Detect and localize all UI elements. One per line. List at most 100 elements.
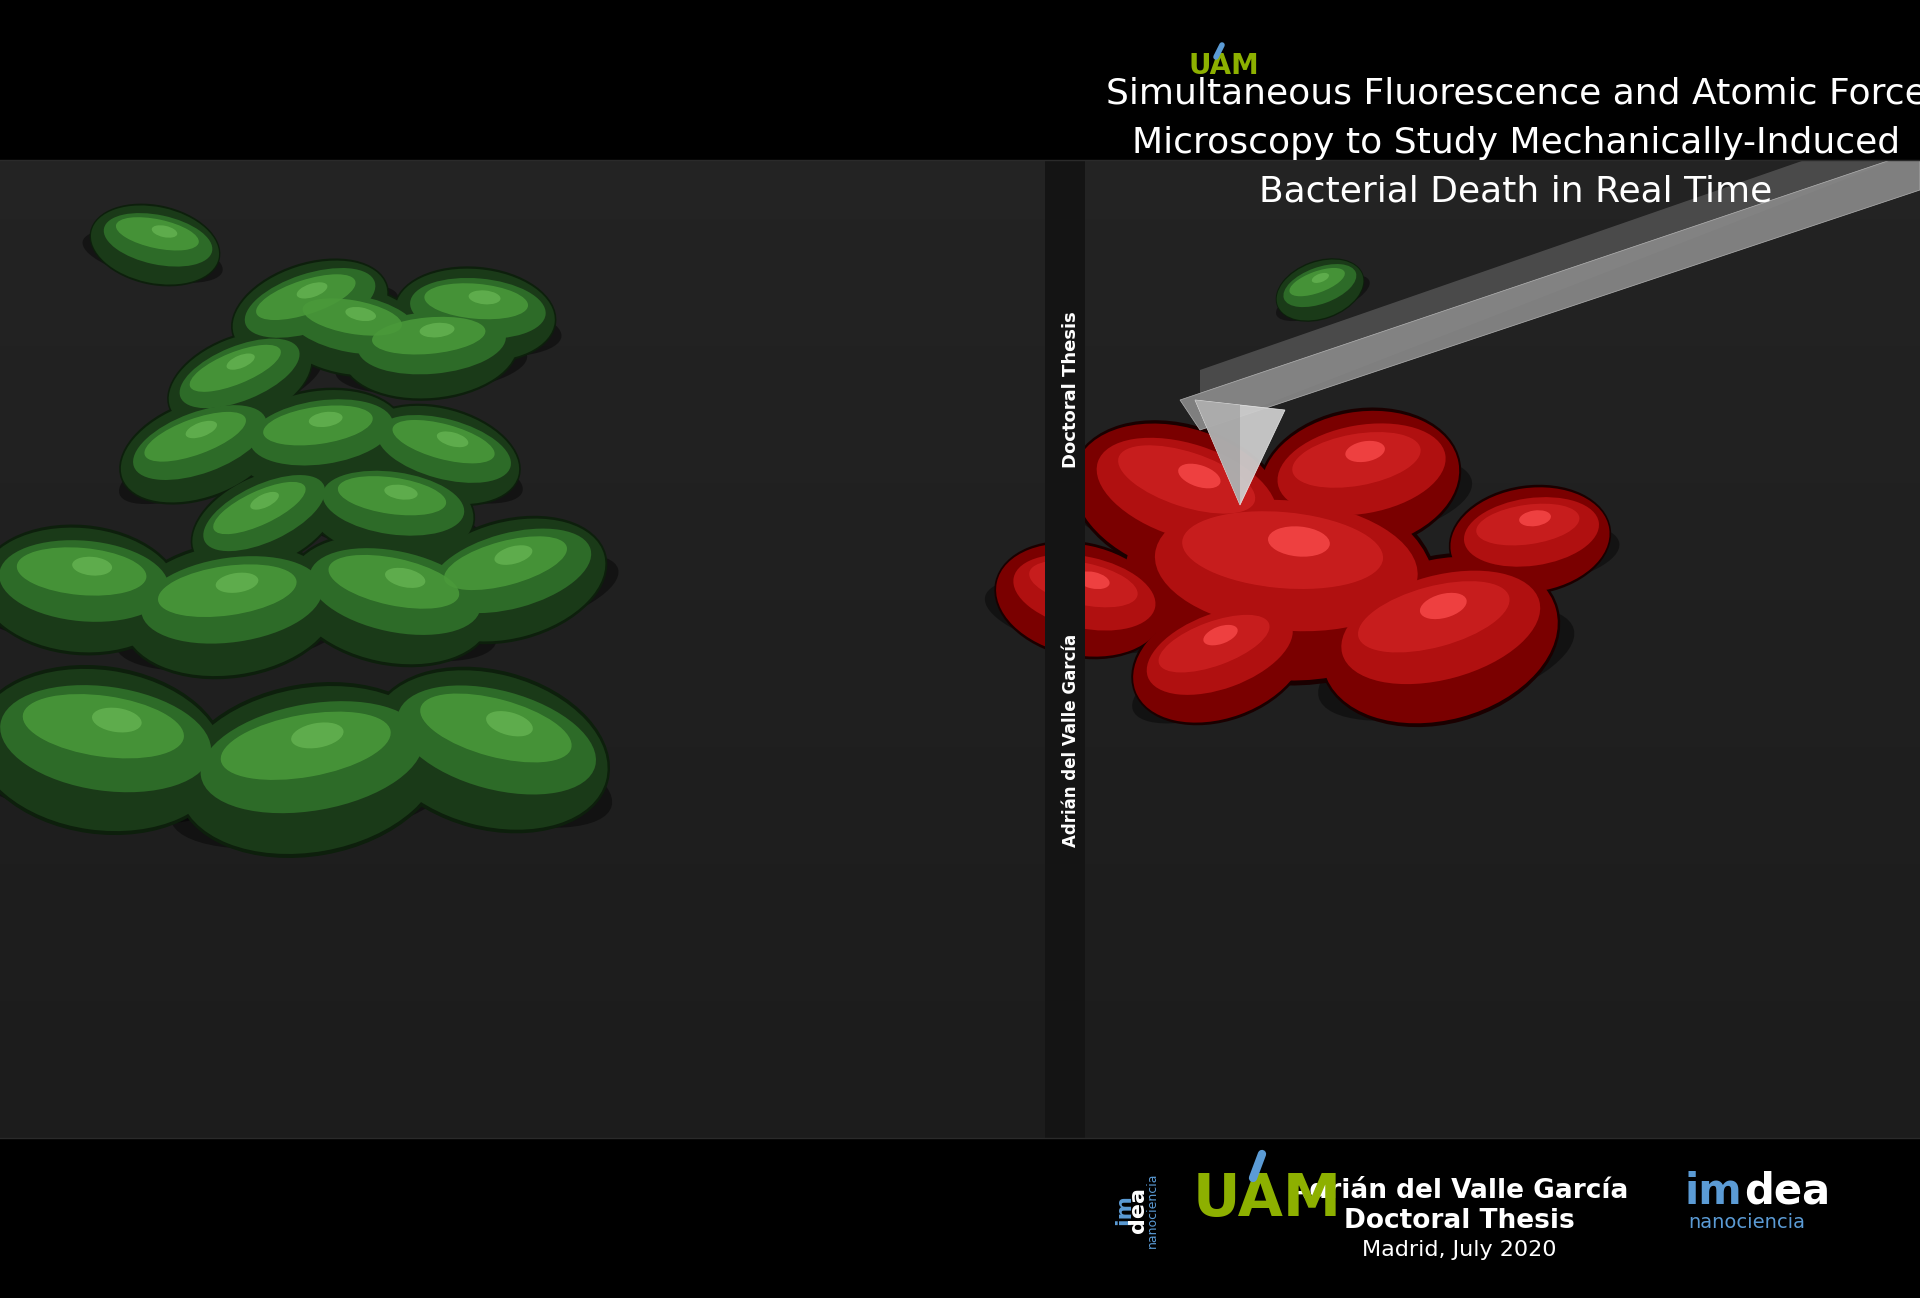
Bar <box>0 552 1920 561</box>
Ellipse shape <box>90 204 221 287</box>
Ellipse shape <box>263 313 432 373</box>
Ellipse shape <box>144 411 246 462</box>
Bar <box>0 434 1920 444</box>
Bar <box>0 571 1920 580</box>
Ellipse shape <box>1131 594 1309 726</box>
Ellipse shape <box>1108 548 1448 671</box>
Bar <box>0 884 1920 893</box>
Ellipse shape <box>420 323 455 337</box>
Ellipse shape <box>355 716 612 828</box>
Ellipse shape <box>215 572 259 593</box>
Bar <box>0 981 1920 992</box>
Ellipse shape <box>204 475 324 552</box>
Bar <box>0 1128 1920 1138</box>
Bar <box>0 1119 1920 1128</box>
Ellipse shape <box>371 667 611 833</box>
Ellipse shape <box>1346 441 1384 462</box>
Ellipse shape <box>995 541 1165 659</box>
Ellipse shape <box>250 492 278 510</box>
Ellipse shape <box>228 423 415 487</box>
Bar <box>0 1050 1920 1059</box>
Ellipse shape <box>1261 411 1459 549</box>
Ellipse shape <box>213 482 305 535</box>
Bar <box>0 492 1920 502</box>
Bar <box>0 287 1920 297</box>
Ellipse shape <box>1277 423 1446 515</box>
Ellipse shape <box>384 484 419 500</box>
Bar <box>0 668 1920 679</box>
Bar <box>0 835 1920 845</box>
Bar <box>0 365 1920 375</box>
Bar <box>0 679 1920 688</box>
Ellipse shape <box>276 575 497 662</box>
Bar <box>0 483 1920 492</box>
Text: Microscopy to Study Mechanically-Induced: Microscopy to Study Mechanically-Induced <box>1133 126 1901 160</box>
Ellipse shape <box>123 544 336 676</box>
Ellipse shape <box>1204 624 1238 645</box>
Ellipse shape <box>167 330 313 430</box>
Bar <box>0 306 1920 317</box>
Polygon shape <box>1200 119 1920 430</box>
Bar <box>0 386 1920 395</box>
Bar <box>0 707 1920 718</box>
Bar <box>0 199 1920 209</box>
Ellipse shape <box>221 711 390 780</box>
Ellipse shape <box>376 415 511 483</box>
Ellipse shape <box>167 353 323 431</box>
Bar <box>0 815 1920 826</box>
Ellipse shape <box>1256 456 1473 545</box>
Ellipse shape <box>263 405 372 445</box>
Ellipse shape <box>1283 263 1356 308</box>
Bar <box>0 639 1920 649</box>
Ellipse shape <box>121 397 278 502</box>
Ellipse shape <box>1277 275 1369 321</box>
Ellipse shape <box>392 421 495 463</box>
Bar <box>0 942 1920 953</box>
Bar <box>0 356 1920 365</box>
Ellipse shape <box>186 421 217 439</box>
Bar <box>0 278 1920 287</box>
Ellipse shape <box>250 400 394 466</box>
Ellipse shape <box>349 434 522 504</box>
Ellipse shape <box>83 230 223 283</box>
Ellipse shape <box>413 515 607 644</box>
Ellipse shape <box>1156 500 1417 631</box>
Ellipse shape <box>1183 511 1382 589</box>
Bar <box>0 424 1920 434</box>
Ellipse shape <box>1133 597 1308 723</box>
Ellipse shape <box>0 527 180 653</box>
Bar <box>0 698 1920 707</box>
Text: dea: dea <box>1743 1171 1830 1214</box>
Ellipse shape <box>430 528 591 613</box>
Ellipse shape <box>305 458 474 561</box>
Ellipse shape <box>244 267 374 337</box>
Text: im: im <box>1114 1194 1135 1225</box>
Ellipse shape <box>1117 445 1256 514</box>
Ellipse shape <box>372 317 486 354</box>
Bar <box>0 179 1920 190</box>
Ellipse shape <box>438 431 468 448</box>
Ellipse shape <box>411 278 545 339</box>
Ellipse shape <box>1029 561 1139 607</box>
Bar <box>0 502 1920 513</box>
Ellipse shape <box>1463 497 1599 567</box>
Bar <box>0 1138 1920 1298</box>
Bar <box>0 864 1920 874</box>
Bar <box>0 630 1920 639</box>
Ellipse shape <box>292 723 344 749</box>
Bar <box>0 444 1920 453</box>
Ellipse shape <box>1146 606 1292 694</box>
Bar <box>0 923 1920 933</box>
Ellipse shape <box>152 226 177 238</box>
Bar <box>0 727 1920 737</box>
Ellipse shape <box>394 266 557 363</box>
Ellipse shape <box>1450 484 1611 596</box>
Ellipse shape <box>230 286 397 361</box>
Ellipse shape <box>336 335 528 395</box>
Ellipse shape <box>486 711 534 736</box>
Ellipse shape <box>309 548 480 635</box>
Bar <box>0 610 1920 619</box>
Ellipse shape <box>90 205 219 284</box>
Bar <box>0 1099 1920 1108</box>
Ellipse shape <box>359 404 520 506</box>
